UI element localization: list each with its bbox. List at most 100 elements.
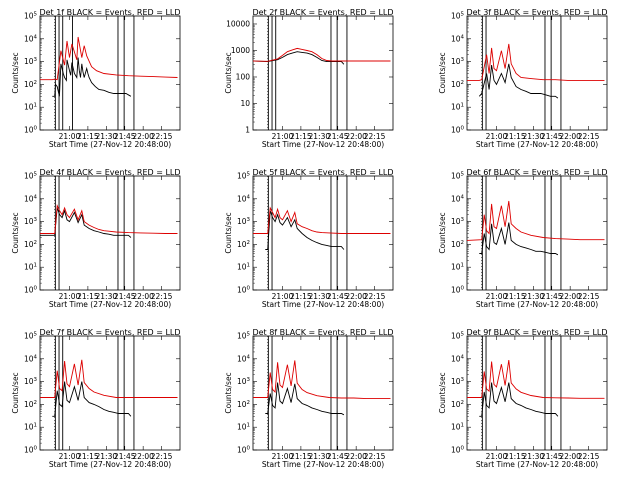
- x-tick-label: 21:45: [541, 292, 563, 301]
- chart-title: Det 4f BLACK = Events, RED = LLD: [39, 168, 180, 177]
- detector-chart-5: Det 5f BLACK = Events, RED = LLD 100 101 10…: [224, 168, 394, 309]
- x-tick-label: 21:00: [486, 132, 508, 141]
- x-axis-label: Start Time (27-Nov-12 20:48:00): [476, 140, 598, 149]
- y-tick-label: 100: [451, 126, 465, 135]
- x-tick-label: 21:00: [272, 292, 294, 301]
- series-events: [52, 57, 132, 97]
- y-tick-label: 100: [24, 446, 38, 455]
- x-tick-label: 22:00: [345, 292, 367, 301]
- x-tick-label: 22:00: [132, 452, 154, 461]
- y-tick-label: 101: [451, 263, 464, 272]
- y-tick-label: 105: [24, 332, 38, 341]
- detector-chart-3: Det 3f BLACK = Events, RED = LLD 100 101 10…: [438, 8, 608, 149]
- x-tick-label: 21:15: [290, 132, 312, 141]
- series-lld: [253, 206, 391, 234]
- x-tick-label: 21:30: [96, 132, 118, 141]
- series-events: [265, 210, 345, 250]
- x-axis-label: Start Time (27-Nov-12 20:48:00): [262, 300, 384, 309]
- y-tick-label: 105: [451, 332, 465, 341]
- series-events: [252, 51, 345, 65]
- y-tick-label: 104: [237, 194, 251, 203]
- y-axis-label: Counts/sec: [11, 372, 20, 413]
- x-tick-label: 21:45: [114, 132, 136, 141]
- x-tick-label: 21:15: [290, 292, 312, 301]
- y-tick-label: 100: [451, 446, 465, 455]
- x-tick-label: 21:15: [504, 132, 526, 141]
- y-tick-label: 105: [451, 172, 465, 181]
- y-tick-label: 101: [237, 263, 250, 272]
- y-tick-label: 104: [451, 354, 465, 363]
- chart-title: Det 9f BLACK = Events, RED = LLD: [466, 328, 607, 337]
- y-tick-label: 101: [451, 423, 464, 432]
- x-tick-label: 21:00: [59, 132, 81, 141]
- y-tick-label: 102: [451, 80, 464, 89]
- y-tick-label: 103: [451, 217, 465, 226]
- y-tick-label: 103: [237, 377, 251, 386]
- y-tick-label: 104: [24, 34, 38, 43]
- chart-title: Det 2f BLACK = Events, RED = LLD: [252, 8, 393, 17]
- y-tick-label: 100: [451, 286, 465, 295]
- x-tick-label: 21:15: [77, 132, 99, 141]
- series-events: [265, 382, 345, 416]
- x-axis-label: Start Time (27-Nov-12 20:48:00): [49, 140, 171, 149]
- detector-chart-4: Det 4f BLACK = Events, RED = LLD 100 101 10…: [11, 168, 181, 309]
- x-axis-label: Start Time (27-Nov-12 20:48:00): [262, 140, 384, 149]
- series-lld: [466, 200, 605, 241]
- y-tick-label: 1000: [231, 46, 250, 55]
- plot-frame: [39, 175, 181, 291]
- series-events: [478, 63, 559, 99]
- x-tick-label: 22:15: [151, 132, 173, 141]
- x-tick-label: 21:30: [523, 452, 545, 461]
- y-tick-label: 101: [24, 263, 37, 272]
- x-axis-label: Start Time (27-Nov-12 20:48:00): [476, 460, 598, 469]
- series-lld: [40, 359, 178, 398]
- y-tick-label: 104: [451, 194, 465, 203]
- detector-chart-6: Det 6f BLACK = Events, RED = LLD 100 101 10…: [438, 168, 608, 309]
- chart-title: Det 3f BLACK = Events, RED = LLD: [466, 8, 607, 17]
- chart-title: Det 7f BLACK = Events, RED = LLD: [39, 328, 180, 337]
- x-axis-label: Start Time (27-Nov-12 20:48:00): [49, 460, 171, 469]
- y-tick-label: 103: [451, 57, 465, 66]
- y-axis-label: Counts/sec: [438, 212, 447, 253]
- x-tick-label: 22:00: [559, 132, 581, 141]
- x-tick-label: 22:00: [132, 132, 154, 141]
- detector-chart-2: Det 2f BLACK = Events, RED = LLD 1 10 100 10…: [224, 8, 394, 149]
- y-tick-label: 101: [24, 423, 37, 432]
- series-lld: [467, 360, 605, 399]
- plot-frame: [466, 175, 608, 291]
- y-tick-label: 102: [24, 400, 37, 409]
- detector-chart-7: Det 7f BLACK = Events, RED = LLD 100 101 10…: [11, 328, 181, 469]
- plot-frame: [252, 175, 394, 291]
- y-axis-label: Counts/sec: [11, 212, 20, 253]
- y-tick-label: 102: [451, 240, 464, 249]
- x-tick-label: 21:00: [272, 132, 294, 141]
- x-tick-label: 21:15: [504, 452, 526, 461]
- y-tick-label: 103: [451, 377, 465, 386]
- series-lld: [40, 204, 178, 234]
- series-events: [40, 207, 132, 238]
- y-tick-label: 101: [451, 103, 464, 112]
- x-tick-label: 22:15: [364, 292, 386, 301]
- plot-frame: [466, 335, 608, 451]
- x-tick-label: 22:15: [364, 132, 386, 141]
- y-tick-label: 102: [451, 400, 464, 409]
- plot-frame: [39, 335, 181, 451]
- x-tick-label: 21:45: [327, 292, 349, 301]
- x-tick-label: 22:00: [559, 292, 581, 301]
- x-tick-label: 22:00: [559, 452, 581, 461]
- plot-frame: [252, 15, 394, 131]
- x-tick-label: 21:30: [96, 292, 118, 301]
- y-tick-label: 104: [24, 194, 38, 203]
- x-tick-label: 21:30: [96, 452, 118, 461]
- x-tick-label: 22:15: [578, 452, 600, 461]
- detector-chart-9: Det 9f BLACK = Events, RED = LLD 100 101 10…: [438, 328, 608, 469]
- x-tick-label: 21:45: [541, 452, 563, 461]
- detector-chart-8: Det 8f BLACK = Events, RED = LLD 100 101 10…: [224, 328, 394, 469]
- y-axis-label: Counts/sec: [224, 372, 233, 413]
- y-tick-label: 102: [24, 80, 37, 89]
- x-tick-label: 21:00: [272, 452, 294, 461]
- chart-title: Det 6f BLACK = Events, RED = LLD: [466, 168, 607, 177]
- y-tick-label: 103: [24, 217, 38, 226]
- x-tick-label: 21:15: [504, 292, 526, 301]
